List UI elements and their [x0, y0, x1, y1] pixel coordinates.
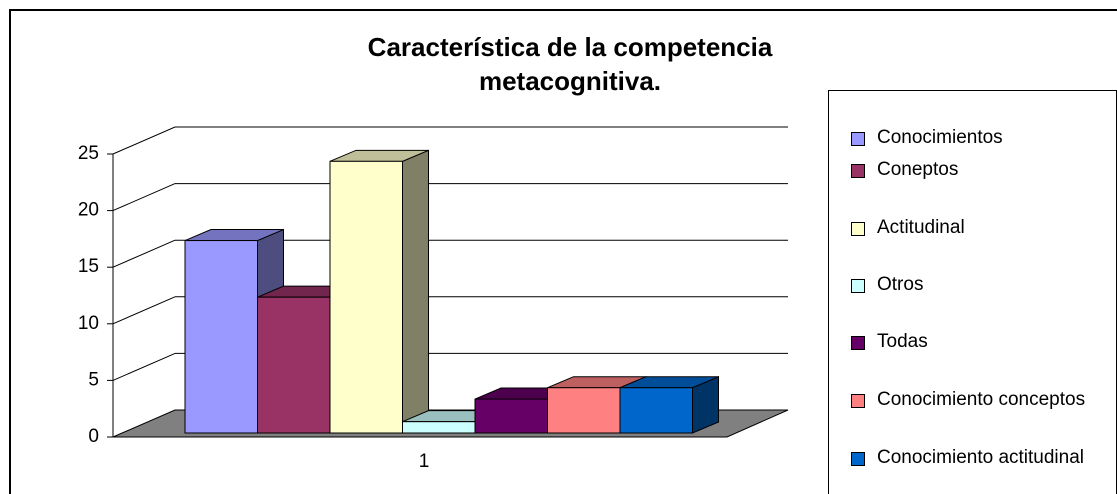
bar [547, 387, 621, 434]
legend: Conocimientos Coneptos Actitudinal Otros Tod… [828, 90, 1117, 494]
bar [184, 240, 258, 434]
y-tick-label: 25 [78, 143, 99, 164]
grid-line [112, 352, 176, 381]
legend-item: Actitudinal [851, 217, 1117, 239]
legend-label: Actitudinal [877, 217, 965, 238]
legend-swatch [851, 452, 865, 466]
legend-label: Conocimientos [877, 127, 1003, 148]
grid-line [112, 239, 176, 268]
y-tick-label: 20 [78, 200, 99, 221]
y-tick-label: 0 [88, 426, 99, 447]
legend-label: Conocimiento actitudinal [877, 447, 1085, 468]
legend-swatch [851, 336, 865, 350]
legend-item: Conocimiento actitudinal [851, 447, 1117, 469]
x-tick-label: 1 [419, 451, 430, 472]
legend-item: Coneptos [851, 159, 1117, 181]
legend-swatch [851, 222, 865, 236]
legend-label: Coneptos [877, 159, 959, 180]
grid-line [112, 183, 176, 212]
legend-swatch [851, 132, 865, 146]
legend-item: Otros [851, 274, 1117, 296]
legend-item: Conocimientos [851, 127, 1117, 149]
bar-side [402, 149, 429, 434]
legend-label: Conocimiento conceptos [877, 389, 1086, 410]
bar [257, 296, 331, 434]
y-tick-label: 5 [88, 369, 99, 390]
grid-line [112, 126, 176, 155]
legend-swatch [851, 164, 865, 178]
grid-line [112, 296, 176, 325]
legend-item: Todas [851, 331, 1117, 353]
legend-item: Conocimiento conceptos [851, 389, 1117, 411]
chart-title: Característica de la competencia metacog… [367, 32, 773, 96]
bar [402, 421, 476, 434]
y-tick-label: 15 [78, 256, 99, 277]
legend-swatch [851, 279, 865, 293]
bar [329, 160, 403, 434]
legend-label: Otros [877, 274, 924, 295]
legend-swatch [851, 394, 865, 408]
bar [474, 398, 548, 434]
legend-label: Todas [877, 331, 928, 352]
bar [619, 387, 693, 434]
chart-border [9, 9, 1117, 494]
y-tick-label: 10 [78, 313, 99, 334]
